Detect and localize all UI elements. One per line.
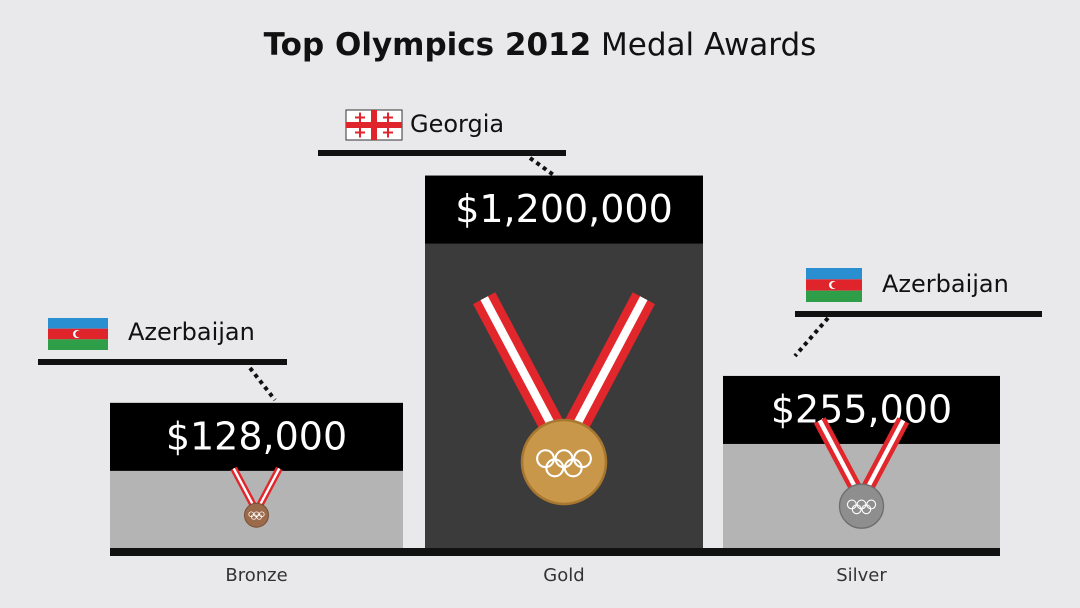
category-label: Bronze [225,565,287,586]
category-label: Silver [836,565,887,586]
flag-crescent-cut [75,330,82,338]
medal-disc [838,483,885,529]
olympic-ring [251,514,257,520]
leader-dots [528,156,557,178]
flag [48,318,108,350]
flag-stripe [48,339,108,350]
ribbon-stripe [480,296,562,439]
value-box [425,175,703,244]
flag-small-cross [359,112,361,123]
value-label: $255,000 [771,387,952,431]
flag [345,109,403,141]
country-label: Azerbaijan [882,270,1009,298]
olympic-ring [563,458,583,478]
flag-small-cross [387,112,389,123]
olympic-ring [851,504,862,515]
baseline [110,548,1000,556]
medal-disc [244,502,269,528]
olympic-ring [861,504,872,515]
value-box [723,375,1000,444]
label-underline [795,311,1042,317]
value-label: $128,000 [166,414,347,458]
country-label: Azerbaijan [128,318,255,346]
ribbon-stripe [257,467,281,509]
flag-small-cross [387,127,389,138]
label-underline [38,359,287,365]
leader-dots [248,366,277,402]
flag-crescent-cut [831,281,838,289]
flag-stripe [48,318,108,329]
ribbon-stripe [566,296,648,439]
title-bold: Top Olympics 2012 [264,27,592,63]
flag-stripe [806,290,862,302]
flag-stripe [806,268,862,280]
value-label: $1,200,000 [455,187,673,231]
ribbon-stripe [232,467,256,509]
medal [473,292,655,506]
ribbon-stripe [862,419,906,495]
leader-dots [793,316,830,358]
olympic-ring [256,514,262,520]
title-regular: Medal Awards [601,27,816,63]
ribbon-stripe [817,419,861,495]
olympic-ring [545,458,565,478]
value-box [110,402,403,471]
medal [813,417,910,529]
flag-cross [371,110,377,140]
label-underline [318,150,566,156]
medal-disc [520,418,608,506]
medal [230,466,283,528]
country-label: Georgia [410,110,504,138]
flag-small-cross [359,127,361,138]
chart-title: Top Olympics 2012 Medal Awards [264,27,817,63]
category-label: Gold [543,565,584,586]
flag [806,268,862,302]
